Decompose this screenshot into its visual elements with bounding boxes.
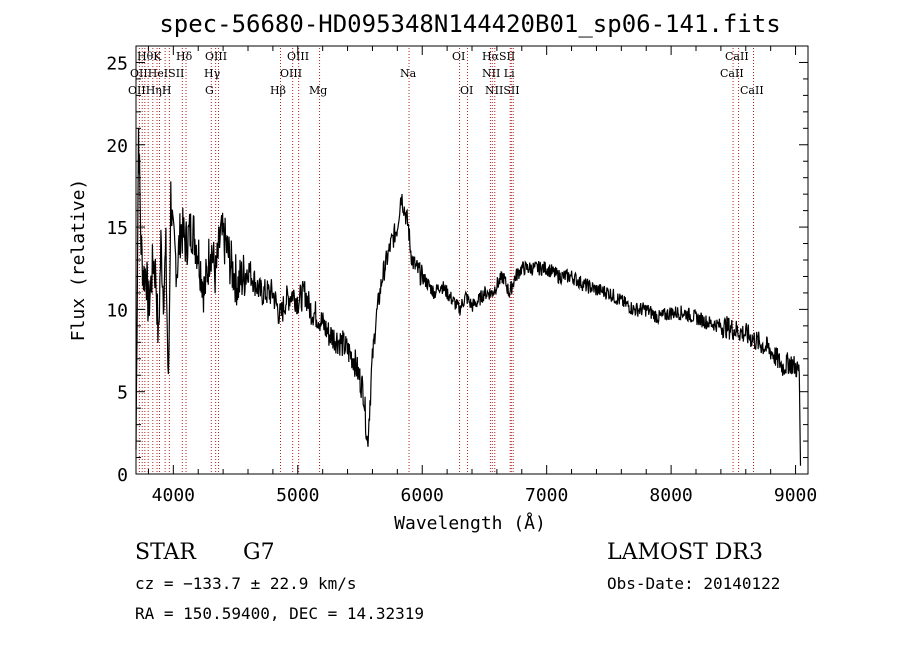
y-axis-ticks: 0 5 10 15 20 25 bbox=[106, 53, 808, 486]
label-row1-a: HθK bbox=[137, 50, 162, 63]
object-subclass: G7 bbox=[243, 540, 275, 565]
label-row1-e: OI bbox=[452, 50, 465, 63]
label-row1-b: Hδ bbox=[176, 50, 193, 63]
line-labels: HθK Hδ OIII OIII OI HαSII CaII OIIHeISII… bbox=[128, 50, 764, 97]
x-tick-label: 4000 bbox=[152, 485, 195, 506]
x-tick-label: 9000 bbox=[774, 485, 817, 506]
x-axis-label: Wavelength (Å) bbox=[394, 512, 546, 534]
obs-date: Obs-Date: 20140122 bbox=[607, 574, 781, 593]
y-tick-label: 10 bbox=[106, 300, 128, 321]
x-tick-label: 5000 bbox=[276, 485, 319, 506]
label-row1-c: OIII bbox=[205, 50, 227, 63]
label-row3-g: CaII bbox=[740, 84, 764, 97]
y-tick-label: 15 bbox=[106, 218, 128, 239]
x-tick-label: 7000 bbox=[525, 485, 568, 506]
y-tick-label: 0 bbox=[117, 465, 128, 486]
label-row3-a: OIIHηH bbox=[128, 84, 171, 97]
label-row2-e: NII Li bbox=[482, 67, 515, 80]
label-row2-c: OIII bbox=[280, 67, 302, 80]
label-row2-b: Hγ bbox=[204, 67, 221, 80]
label-row3-c: Hβ bbox=[270, 84, 286, 97]
label-row3-f: NIISII bbox=[485, 84, 520, 97]
coordinates: RA = 150.59400, DEC = 14.32319 bbox=[135, 604, 424, 623]
label-row1-d: OIII bbox=[287, 50, 309, 63]
x-tick-label: 8000 bbox=[649, 485, 692, 506]
chart-title: spec-56680-HD095348N144420B01_sp06-141.f… bbox=[159, 10, 780, 38]
label-row2-f: CaII bbox=[720, 67, 744, 80]
label-row3-b: G bbox=[205, 84, 214, 97]
object-class: STAR bbox=[135, 540, 196, 565]
label-row1-g: CaII bbox=[725, 50, 749, 63]
label-row2-a: OIIHeISII bbox=[130, 67, 184, 80]
plot-frame bbox=[135, 45, 809, 475]
y-tick-label: 25 bbox=[106, 53, 128, 74]
y-axis-label: Flux (relative) bbox=[68, 179, 89, 342]
label-row2-d: Na bbox=[400, 67, 417, 80]
y-tick-label: 5 bbox=[117, 383, 128, 404]
redshift-value: cz = −133.7 ± 22.9 km/s bbox=[135, 574, 357, 593]
label-row3-d: Mg bbox=[309, 84, 327, 97]
y-tick-label: 20 bbox=[106, 136, 128, 157]
flux-series-line bbox=[135, 127, 802, 466]
x-axis-ticks: 4000 5000 6000 7000 8000 9000 bbox=[147, 46, 817, 506]
label-row1-f: HαSII bbox=[482, 50, 515, 63]
x-tick-label: 6000 bbox=[401, 485, 444, 506]
label-row3-e: OI bbox=[460, 84, 473, 97]
survey-name: LAMOST DR3 bbox=[607, 540, 763, 565]
